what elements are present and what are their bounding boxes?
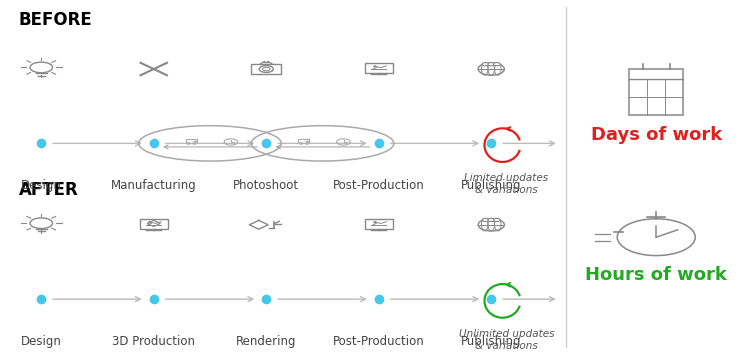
Text: Unlimited updates
& variations: Unlimited updates & variations	[458, 329, 554, 351]
Text: 3D Production: 3D Production	[112, 335, 195, 348]
Circle shape	[482, 218, 489, 222]
Circle shape	[488, 218, 495, 222]
Text: Photoshoot: Photoshoot	[233, 179, 299, 192]
Circle shape	[494, 63, 500, 66]
Text: Manufacturing: Manufacturing	[111, 179, 196, 192]
Text: Days of work: Days of work	[591, 126, 722, 144]
Circle shape	[482, 63, 489, 66]
Text: Hours of work: Hours of work	[585, 266, 728, 284]
Text: Publishing: Publishing	[461, 179, 521, 192]
Text: BEFORE: BEFORE	[19, 11, 92, 29]
Circle shape	[494, 218, 500, 222]
Text: Rendering: Rendering	[236, 335, 296, 348]
Text: Post-Production: Post-Production	[333, 335, 424, 348]
Text: Limited updates
& variations: Limited updates & variations	[464, 173, 548, 195]
Circle shape	[488, 63, 495, 66]
Text: Design: Design	[21, 335, 62, 348]
Text: Publishing: Publishing	[461, 335, 521, 348]
Text: Design: Design	[21, 179, 62, 192]
Text: Post-Production: Post-Production	[333, 179, 424, 192]
Text: AFTER: AFTER	[19, 181, 79, 199]
